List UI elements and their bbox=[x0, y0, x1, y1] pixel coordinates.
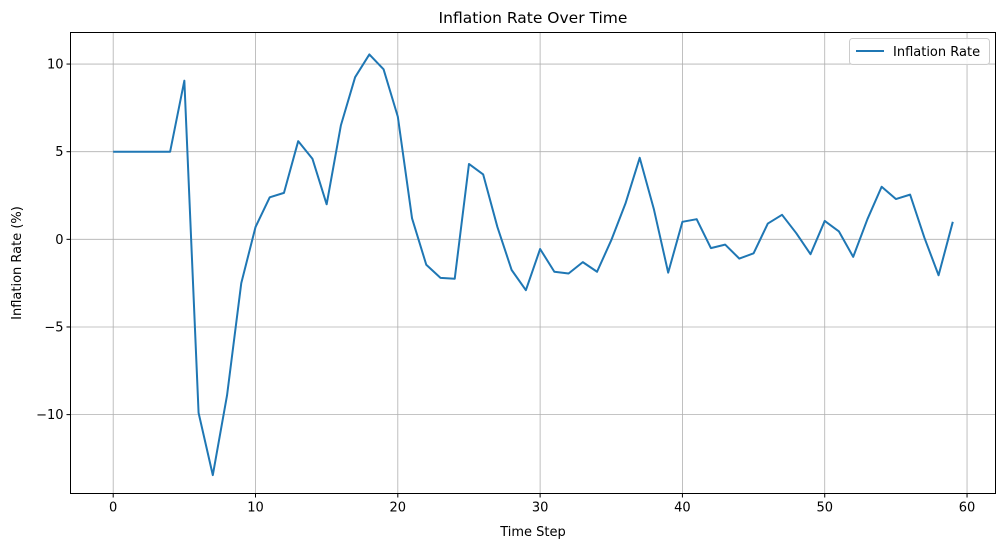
inflation-rate-line bbox=[113, 53, 954, 477]
plot-area bbox=[113, 53, 954, 477]
x-axis-label: Time Step bbox=[499, 525, 566, 540]
y-tick-label: 0 bbox=[55, 233, 63, 248]
y-axis-label: Inflation Rate (%) bbox=[10, 206, 25, 320]
legend-box bbox=[849, 38, 990, 65]
y-tick-label: −10 bbox=[36, 408, 63, 423]
axes-frame bbox=[70, 32, 996, 494]
x-tick-label: 40 bbox=[674, 501, 691, 516]
x-tick-label: 20 bbox=[390, 501, 407, 516]
y-tick-label: −5 bbox=[44, 320, 63, 335]
x-tick-label: 10 bbox=[247, 501, 264, 516]
legend: Inflation Rate bbox=[849, 38, 990, 65]
chart-title: Inflation Rate Over Time bbox=[439, 9, 628, 27]
x-tick-label: 60 bbox=[959, 501, 976, 516]
grid bbox=[70, 32, 996, 494]
y-tick-label: 10 bbox=[47, 58, 64, 73]
axis-ticks: 0 10 20 30 40 50 60 −10 −5 0 5 10 bbox=[36, 58, 975, 516]
x-tick-label: 50 bbox=[816, 501, 833, 516]
x-tick-label: 0 bbox=[109, 501, 117, 516]
legend-label: Inflation Rate bbox=[893, 45, 980, 60]
y-tick-label: 5 bbox=[55, 145, 63, 160]
x-tick-label: 30 bbox=[532, 501, 549, 516]
